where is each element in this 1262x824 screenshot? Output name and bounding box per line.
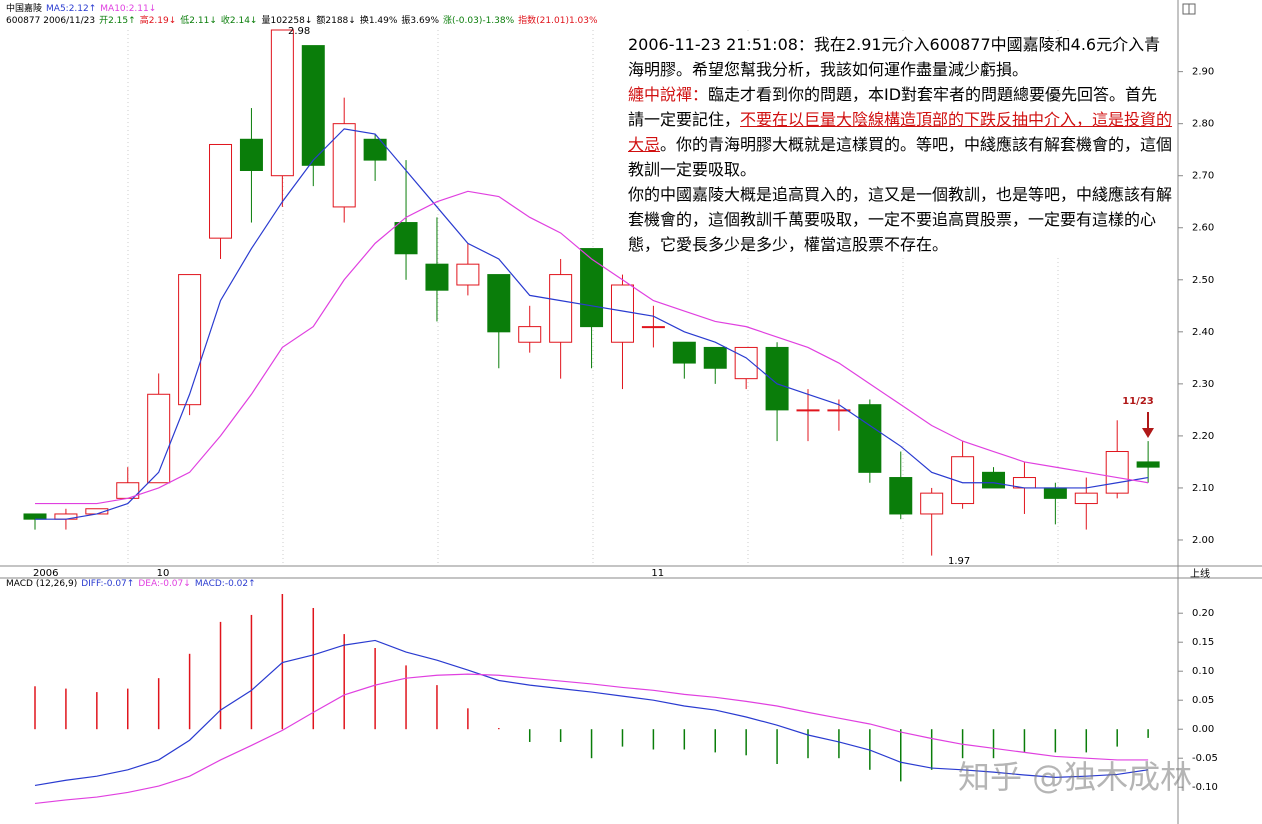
macd-title: MACD (12,26,9) <box>6 579 78 589</box>
candle-body <box>363 138 387 161</box>
y-tick-label: 2.10 <box>1192 483 1214 494</box>
candle-body <box>332 123 356 208</box>
y-tick-label: 2.90 <box>1192 67 1214 78</box>
y-tick-label: 2.00 <box>1192 535 1214 546</box>
macd-legend: MACD (12,26,9) DIFF:-0.07↑ DEA:-0.07↓ MACD:… <box>6 579 264 589</box>
header-item: 开2.15↑ <box>99 16 136 26</box>
y-tick-label: 0.00 <box>1192 724 1214 735</box>
legend: MA5:2.12↑ MA10:2.11↓ <box>46 4 160 14</box>
text-run: 2006-11-23 21:51:08：我在2.91元介入600877中國嘉陵和… <box>628 35 1161 79</box>
annotation: 1.97 <box>948 556 970 567</box>
x-tick-label: 11 <box>651 568 664 579</box>
corner-label: 上线 <box>1190 567 1210 580</box>
paragraph: 2006-11-23 21:51:08：我在2.91元介入600877中國嘉陵和… <box>628 32 1173 82</box>
candle-body <box>178 274 202 406</box>
candle-body <box>1136 461 1160 468</box>
header-item: 额2188↓ <box>316 16 356 26</box>
candle-body <box>827 409 851 412</box>
candle-body <box>425 263 449 291</box>
candle-body <box>858 404 882 473</box>
legend-entry: MACD:-0.02↑ <box>194 579 256 589</box>
candle-body <box>456 263 480 286</box>
candle-body <box>982 471 1006 489</box>
candle-body <box>487 274 511 333</box>
legend-entry: DIFF:-0.07↑ <box>81 579 135 589</box>
paragraph: 你的中國嘉陵大概是追高買入的，這又是一個教訓，也是等吧，中綫應該有解套機會的，這… <box>628 182 1173 257</box>
annotation: 2.98 <box>288 26 310 37</box>
candle-body <box>610 284 634 343</box>
annotation: 11/23 <box>1122 396 1154 407</box>
text-run: 。你的青海明膠大概就是這樣買的。等吧，中綫應該有解套機會的，這個教訓一定要吸取。 <box>628 135 1173 179</box>
legend-entry: MA10:2.11↓ <box>100 4 157 14</box>
ma-line <box>34 673 1149 805</box>
candle-body <box>734 346 758 380</box>
text-run: 你的中國嘉陵大概是追高買入的，這又是一個教訓，也是等吧，中綫應該有解套機會的，這… <box>628 185 1173 254</box>
y-tick-label: 2.40 <box>1192 327 1214 338</box>
x-tick-label: 2006 <box>33 568 58 579</box>
candle-body <box>147 393 171 484</box>
text-run: 不要在以巨量大陰線構造頂部的下跌反抽中介入，這是投資的大忌 <box>628 110 1173 154</box>
header-item: 低2.11↓ <box>180 16 217 26</box>
candle-body <box>1105 451 1129 494</box>
legend-entry: DEA:-0.07↓ <box>138 579 191 589</box>
header-item: 高2.19↓ <box>139 16 177 26</box>
ma-line <box>35 128 1149 520</box>
header-line-2: 600877 2006/11/23 开2.15↑ 高2.19↓ 低2.11↓ 收2.14… <box>6 13 602 26</box>
candle-body <box>394 222 418 255</box>
text-run: 纏中說禪： <box>628 85 709 104</box>
candle-body <box>889 477 913 515</box>
annotation-arrow <box>1142 428 1154 438</box>
stock-name: 中国嘉陵 <box>6 4 43 14</box>
y-tick-label: 2.50 <box>1192 275 1214 286</box>
header-item: 600877 2006/11/23 <box>6 16 96 26</box>
y-tick-label: 0.10 <box>1192 666 1214 677</box>
legend: DIFF:-0.07↑ DEA:-0.07↓ MACD:-0.02↑ <box>81 579 259 589</box>
candle-body <box>270 29 294 177</box>
candle-body <box>672 341 696 364</box>
candle-body <box>1043 487 1067 499</box>
candle-body <box>703 346 727 369</box>
header-line-1: 中国嘉陵 MA5:2.12↑ MA10:2.11↓ <box>6 1 164 14</box>
y-tick-label: 0.05 <box>1192 695 1214 706</box>
ma-line <box>35 190 1149 505</box>
candle-body <box>209 143 233 239</box>
y-tick-label: -0.10 <box>1192 782 1218 793</box>
header-item: 换1.49% <box>359 16 398 26</box>
candle-body <box>580 248 604 328</box>
candle-body <box>23 513 47 520</box>
y-tick-label: 2.60 <box>1192 223 1214 234</box>
candle-body <box>518 326 542 343</box>
y-tick-label: 0.15 <box>1192 637 1214 648</box>
watermark: 知乎 @独木成林 <box>958 758 1193 796</box>
candle-body <box>239 138 263 172</box>
header-item: 收2.14↓ <box>220 16 258 26</box>
y-tick-label: 2.80 <box>1192 119 1214 130</box>
candle-body <box>549 274 573 343</box>
candle-body <box>920 492 944 515</box>
candle-body <box>641 326 665 329</box>
candle-body <box>951 456 975 505</box>
y-tick-label: 0.20 <box>1192 608 1214 619</box>
ma-line <box>34 639 1149 787</box>
legend-entry: MA5:2.12↑ <box>46 4 97 14</box>
text-run: 臨走才看到你的問題，本ID對套牢者的問題總要優先回答。首先請一定要記住， <box>628 85 1158 129</box>
y-tick-label: 2.70 <box>1192 171 1214 182</box>
x-tick-label: 10 <box>157 568 170 579</box>
header-item: 振3.69% <box>401 16 440 26</box>
candle-body <box>1074 492 1098 505</box>
candle-body <box>301 45 325 166</box>
y-tick-label: 2.20 <box>1192 431 1214 442</box>
y-tick-label: 2.30 <box>1192 379 1214 390</box>
paragraph: 纏中說禪：臨走才看到你的問題，本ID對套牢者的問題總要優先回答。首先請一定要記住… <box>628 82 1173 182</box>
candle-body <box>796 409 820 412</box>
annotation-text: 2006-11-23 21:51:08：我在2.91元介入600877中國嘉陵和… <box>628 32 1173 257</box>
header-item: 指数(21.01)1.03% <box>518 16 598 26</box>
y-tick-label: -0.05 <box>1192 753 1218 764</box>
header-item: 涨(-0.03)-1.38% <box>443 16 515 26</box>
candle-body <box>765 346 789 411</box>
header-item: 量102258↓ <box>261 16 313 26</box>
